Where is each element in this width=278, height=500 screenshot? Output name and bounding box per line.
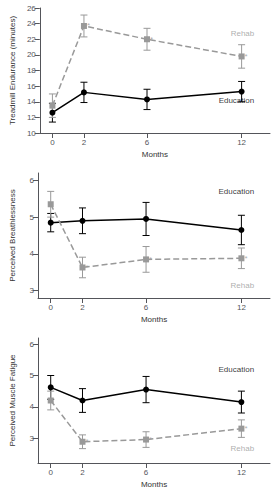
- svg-text:Education: Education: [219, 365, 255, 374]
- svg-text:*: *: [85, 437, 88, 446]
- svg-text:2: 2: [80, 303, 85, 312]
- svg-text:Months: Months: [141, 315, 167, 324]
- svg-text:Education: Education: [219, 96, 255, 105]
- svg-text:Rehab: Rehab: [231, 29, 255, 38]
- svg-text:0: 0: [48, 468, 53, 477]
- svg-text:5: 5: [30, 371, 35, 380]
- svg-text:4: 4: [30, 402, 35, 411]
- svg-text:6: 6: [144, 303, 149, 312]
- svg-text:3: 3: [30, 434, 35, 443]
- svg-text:16: 16: [27, 82, 36, 91]
- svg-text:Education: Education: [219, 187, 255, 196]
- svg-text:12: 12: [237, 468, 246, 477]
- svg-text:6: 6: [30, 176, 35, 185]
- svg-text:14: 14: [27, 97, 36, 106]
- svg-text:6: 6: [144, 468, 149, 477]
- svg-text:22: 22: [27, 35, 36, 44]
- svg-text:5: 5: [30, 213, 35, 222]
- svg-text:12: 12: [237, 138, 246, 147]
- svg-text:Perceived Breathlessness: Perceived Breathlessness: [8, 189, 17, 282]
- svg-text:Months: Months: [141, 480, 167, 489]
- svg-text:Rehab: Rehab: [231, 444, 255, 453]
- svg-text:Months: Months: [142, 150, 168, 159]
- svg-text:*: *: [85, 263, 88, 272]
- svg-text:26: 26: [27, 4, 36, 13]
- svg-text:*: *: [244, 424, 247, 433]
- svg-text:10: 10: [27, 129, 36, 138]
- svg-text:24: 24: [27, 19, 36, 28]
- svg-text:2: 2: [80, 468, 85, 477]
- svg-text:4: 4: [30, 249, 35, 258]
- svg-text:12: 12: [237, 303, 246, 312]
- svg-text:6: 6: [145, 138, 150, 147]
- svg-text:*: *: [149, 255, 152, 264]
- svg-text:6: 6: [30, 340, 35, 349]
- svg-text:Treadmill Endurance (minutes): Treadmill Endurance (minutes): [8, 16, 17, 125]
- svg-text:*: *: [149, 435, 152, 444]
- svg-text:18: 18: [27, 66, 36, 75]
- svg-text:Perceived Muscle Fatigue: Perceived Muscle Fatigue: [8, 354, 17, 447]
- svg-text:Rehab: Rehab: [231, 281, 255, 290]
- svg-text:0: 0: [48, 303, 53, 312]
- svg-text:*: *: [245, 52, 248, 61]
- svg-text:12: 12: [27, 113, 36, 122]
- svg-text:20: 20: [27, 50, 36, 59]
- svg-text:*: *: [244, 254, 247, 263]
- svg-text:3: 3: [30, 286, 35, 295]
- svg-text:*: *: [87, 21, 90, 30]
- svg-text:2: 2: [82, 138, 87, 147]
- svg-text:0: 0: [50, 138, 55, 147]
- svg-text:*: *: [150, 35, 153, 44]
